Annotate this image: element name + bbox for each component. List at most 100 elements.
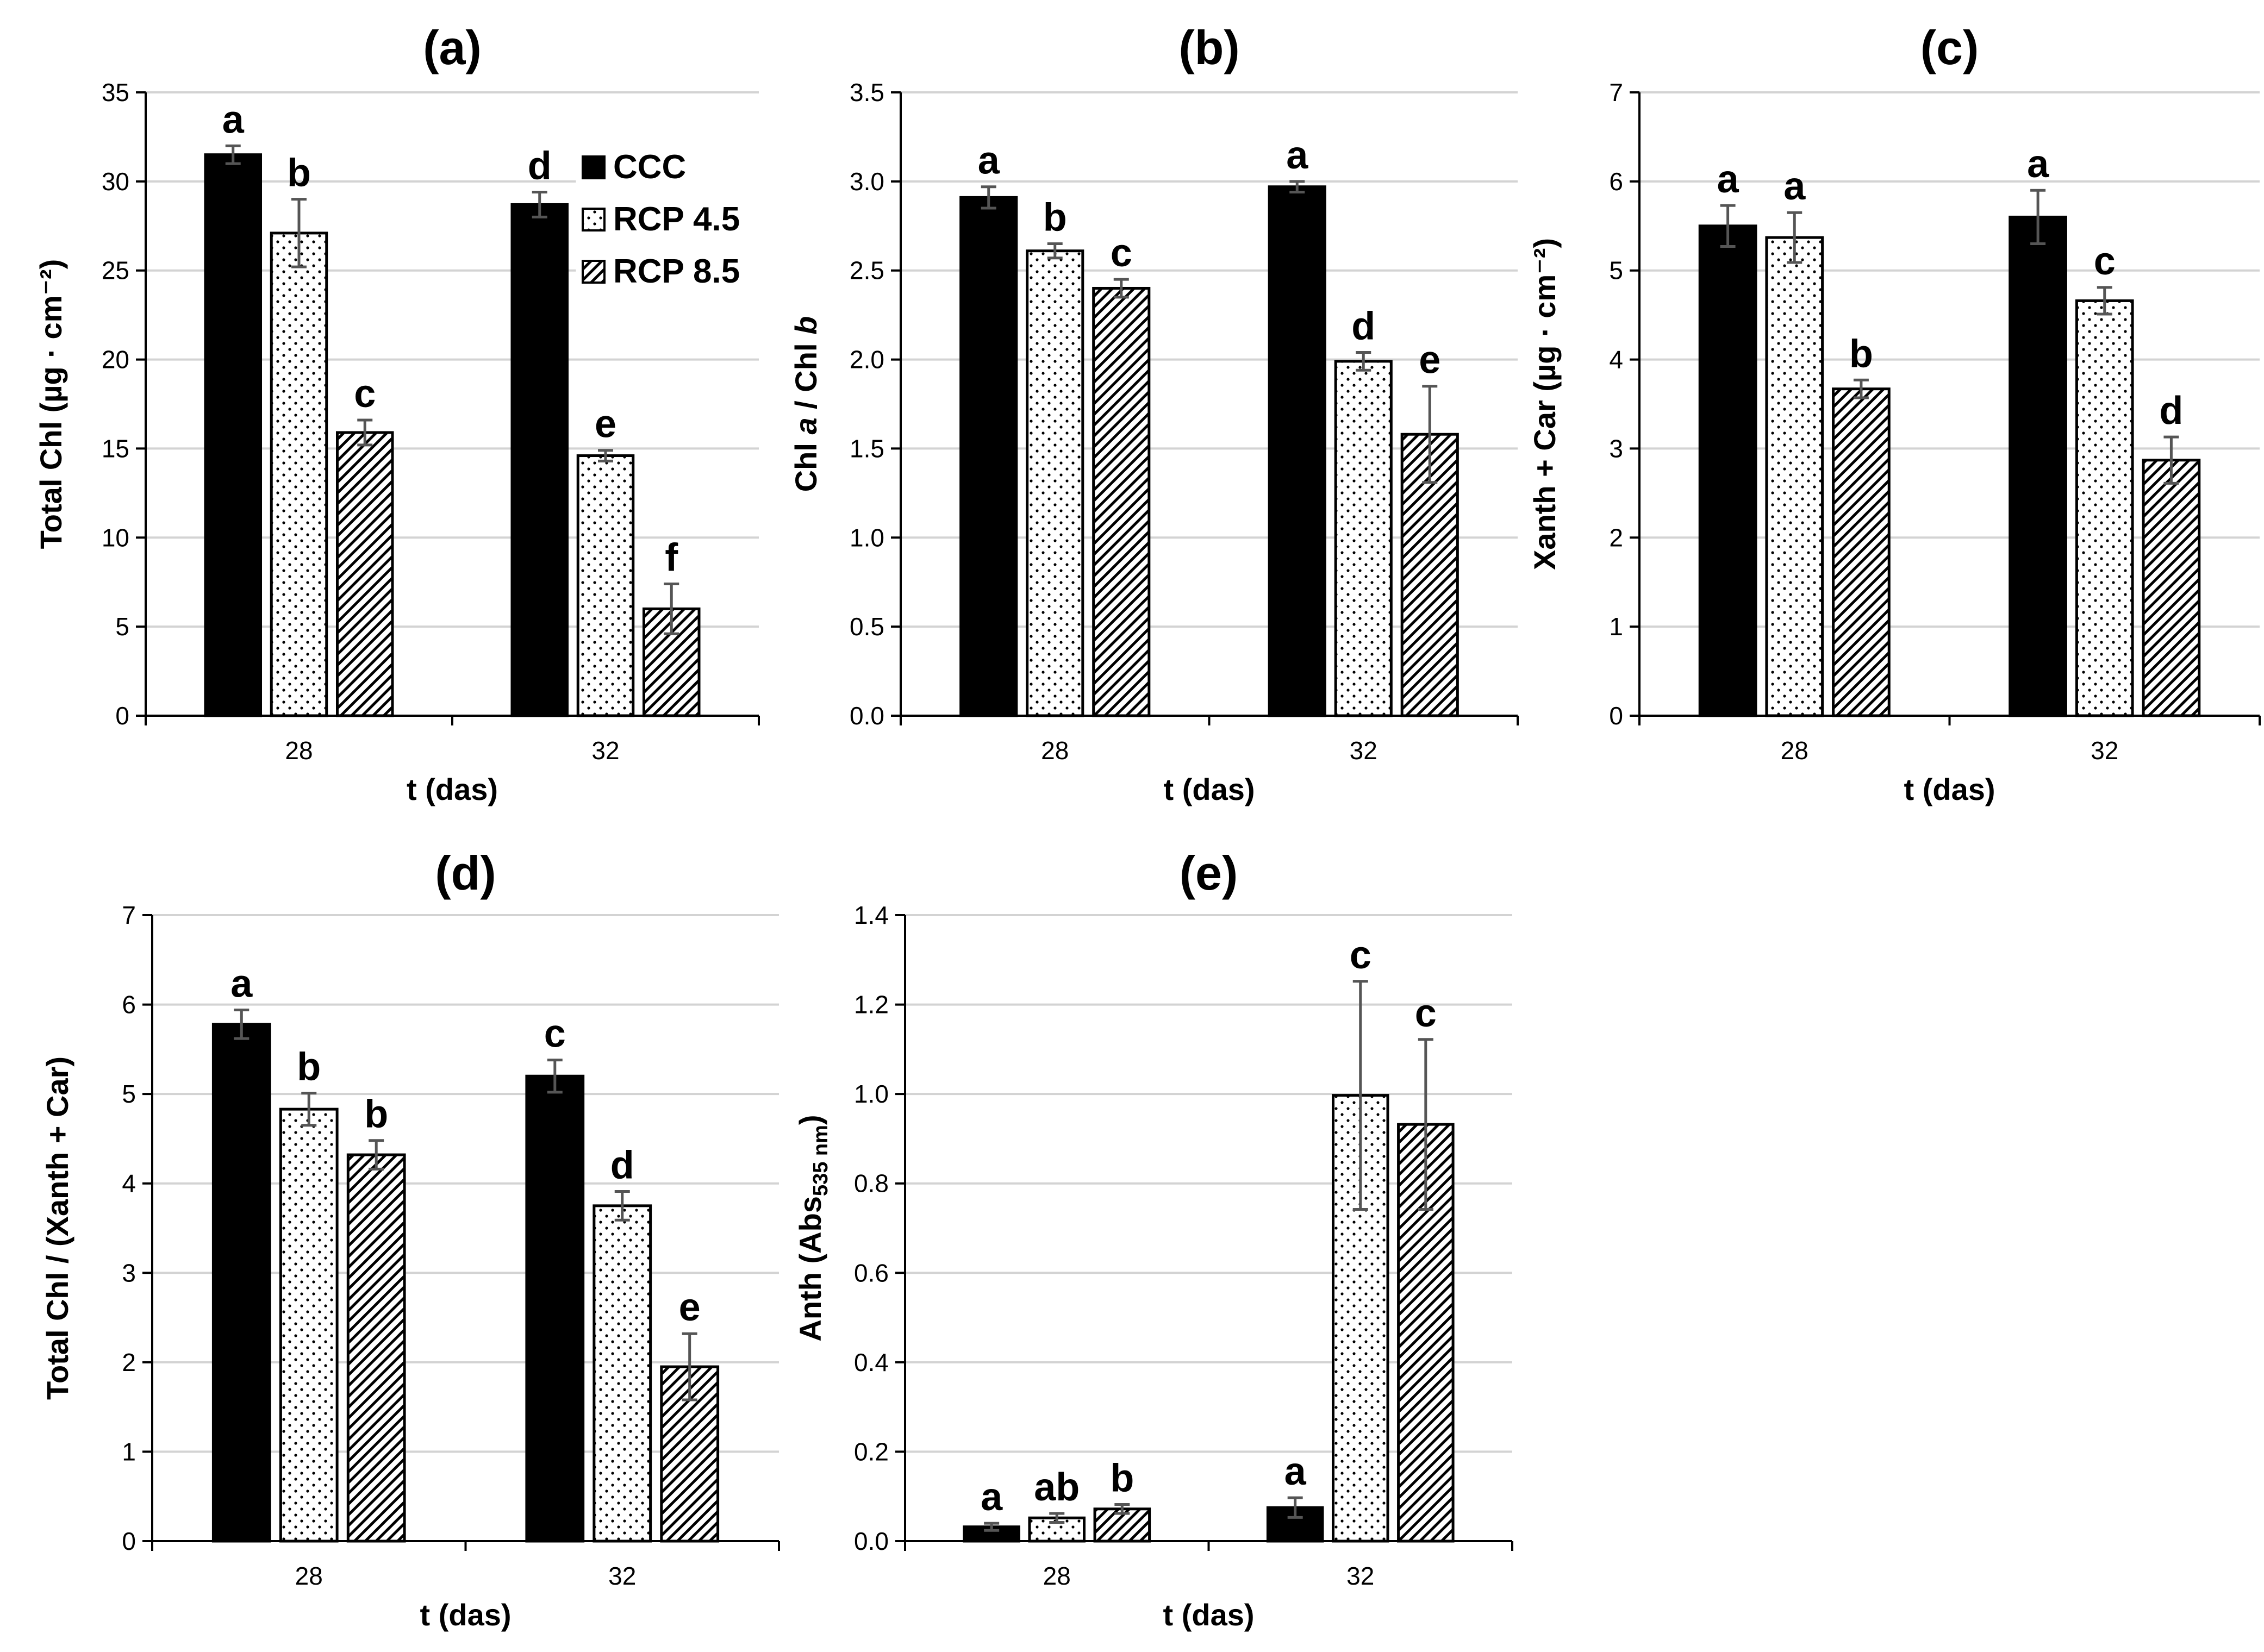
bar-ccc-28: [204, 153, 263, 717]
panel-title: (c): [1920, 21, 1979, 74]
y-axis-title: Chl a / Chl b: [789, 316, 823, 492]
legend-swatch: [582, 260, 606, 284]
x-axis-title: t (das): [420, 1598, 512, 1632]
significance-letter: b: [287, 152, 311, 195]
significance-letter: a: [2027, 142, 2049, 186]
y-tick-label: 0.5: [850, 612, 884, 641]
bar-rcp-8-5-28: [1092, 286, 1151, 717]
significance-letter: ab: [1034, 1466, 1080, 1509]
y-tick-label: 3.0: [850, 167, 884, 196]
x-axis-title: t (das): [1163, 1598, 1255, 1632]
significance-letter: c: [1111, 231, 1132, 275]
y-tick-label: 1.4: [854, 901, 889, 929]
bar-rcp-8-5-32: [2142, 459, 2201, 717]
significance-letter: b: [297, 1045, 321, 1088]
y-tick-label: 0.6: [854, 1259, 889, 1287]
y-tick-label: 1.0: [854, 1080, 889, 1108]
bar-ccc-28: [1698, 224, 1757, 717]
y-tick-label: 5: [122, 1080, 136, 1108]
significance-letter: a: [222, 98, 245, 141]
y-tick-label: 0.8: [854, 1169, 889, 1198]
significance-letter: c: [354, 372, 376, 416]
y-tick-label: 20: [102, 346, 129, 374]
x-axis-title: t (das): [407, 772, 498, 806]
x-category-label: 32: [608, 1562, 636, 1590]
significance-letter: a: [1783, 165, 1806, 208]
significance-letter: b: [1110, 1457, 1134, 1500]
bar-rcp-4-5-32: [2075, 299, 2134, 717]
legend-label: RCP 8.5: [613, 253, 740, 290]
significance-letter: d: [528, 145, 552, 188]
bar-rcp-4-5-32: [592, 1204, 652, 1543]
bar-ccc-32: [510, 203, 569, 717]
significance-letter: c: [1350, 934, 1371, 977]
y-tick-label: 15: [102, 434, 129, 462]
x-axis-title: t (das): [1164, 772, 1255, 806]
panel-c: 0 1 2 3 4 5 6 7 a a b 28 a c d 32 (c) t (das) Xanth + Car …: [1527, 21, 2261, 806]
panel-title: (b): [1178, 21, 1239, 74]
legend: CCC RCP 4.5 RCP 8.5: [576, 142, 774, 306]
x-category-label: 32: [1350, 736, 1377, 765]
significance-letter: c: [2094, 240, 2116, 283]
significance-letter: b: [1849, 332, 1873, 376]
y-tick-label: 0: [1609, 702, 1623, 730]
significance-letter: a: [1286, 134, 1308, 177]
y-tick-label: 1.2: [854, 991, 889, 1019]
legend-box: [576, 142, 774, 306]
significance-letter: a: [978, 139, 1000, 183]
y-tick-label: 5: [1609, 256, 1623, 285]
bar-rcp-4-5-28: [1765, 236, 1824, 717]
y-tick-label: 25: [102, 256, 129, 285]
y-axis-title: Xanth + Car (µg · cm⁻²): [1527, 238, 1562, 570]
x-category-label: 28: [285, 736, 313, 765]
panel-e: 0.00.20.40.60.81.01.21.4a ab b28acc32(e)t …: [793, 846, 1513, 1632]
x-category-label: 28: [1041, 736, 1069, 765]
legend-label: RCP 4.5: [613, 201, 740, 238]
bar-ccc-32: [525, 1074, 585, 1543]
significance-letter: e: [1419, 339, 1440, 382]
significance-letter: a: [981, 1475, 1003, 1519]
significance-letter: e: [595, 403, 616, 446]
y-tick-label: 2.0: [850, 346, 884, 374]
panel-d: 0 1 2 3 4 5 6 7 a bb 28 c d e 32 (d) t (das) Total Chl / …: [40, 846, 780, 1632]
bar-rcp-4-5-28: [279, 1107, 339, 1543]
significance-letter: d: [610, 1144, 634, 1187]
panel-title: (d): [435, 846, 496, 900]
y-tick-label: 0.0: [854, 1527, 889, 1555]
bar-ccc-32: [2009, 215, 2067, 717]
bar-ccc-28: [959, 196, 1018, 717]
y-axis-title: Total Chl / (Xanth + Car): [40, 1056, 74, 1400]
y-tick-label: 3: [122, 1259, 136, 1287]
y-tick-label: 4: [122, 1169, 136, 1198]
x-category-label: 28: [1043, 1562, 1071, 1590]
y-tick-label: 6: [1609, 167, 1623, 196]
y-tick-label: 0.2: [854, 1437, 889, 1466]
bar-rcp-8-5-28: [346, 1153, 406, 1543]
significance-letter: d: [1351, 304, 1375, 348]
significance-letter: a: [1284, 1450, 1307, 1493]
y-tick-label: 7: [1609, 78, 1623, 107]
x-category-label: 28: [295, 1562, 323, 1590]
bar-rcp-4-5-32: [1334, 360, 1393, 717]
significance-letter: a: [1717, 158, 1739, 201]
y-tick-label: 0.4: [854, 1348, 889, 1376]
significance-letter: a: [230, 962, 253, 1005]
bar-rcp-4-5-28: [270, 231, 328, 717]
x-axis-title: t (das): [1904, 772, 1995, 806]
y-tick-label: 1.0: [850, 523, 884, 552]
y-tick-label: 3.5: [850, 78, 884, 107]
y-tick-label: 1: [1609, 612, 1623, 641]
y-tick-label: 0: [115, 702, 129, 730]
y-tick-label: 2: [122, 1348, 136, 1376]
panel-title: (a): [423, 21, 482, 74]
bar-rcp-4-5-32: [576, 454, 635, 717]
x-category-label: 28: [1781, 736, 1808, 765]
significance-letter: b: [364, 1093, 388, 1136]
y-tick-label: 2: [1609, 523, 1623, 552]
x-category-label: 32: [591, 736, 619, 765]
panel-title: (e): [1180, 846, 1238, 900]
y-tick-label: 7: [122, 901, 136, 929]
